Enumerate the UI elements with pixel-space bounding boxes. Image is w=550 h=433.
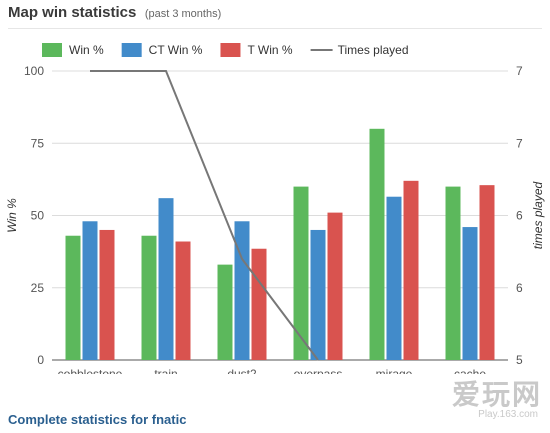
watermark-logo-text: 爱玩网 (451, 379, 542, 410)
bar (462, 227, 478, 360)
x-tick-label: cache (454, 367, 486, 374)
bar (217, 264, 233, 360)
y2-tick-label: 6 (516, 281, 523, 295)
chart-header: Map win statistics (past 3 months) (8, 4, 542, 28)
y2-tick-label: 7 (516, 64, 523, 78)
bar (158, 198, 174, 360)
x-tick-label: mirage (376, 367, 413, 374)
y2-axis-title: times played (531, 181, 545, 249)
legend-swatch (220, 43, 241, 57)
legend-label: T Win % (247, 43, 292, 57)
header-divider (8, 28, 542, 29)
y2-tick-label: 7 (516, 136, 523, 150)
win-statistics-chart: 0 25 50 75 100 5 6 6 7 7 Win % times played cobblest… (5, 43, 545, 374)
bar (99, 229, 115, 360)
y2-tick-label: 6 (516, 209, 523, 223)
legend-label: Times played (338, 43, 409, 57)
chart-subtitle: (past 3 months) (144, 8, 222, 20)
bar (234, 221, 250, 360)
bar (403, 180, 419, 360)
legend-swatch (121, 43, 142, 57)
x-tick-label: cobblestone (58, 367, 123, 374)
bar (445, 186, 461, 360)
times-played-line (90, 70, 319, 361)
legend-label: Win % (69, 43, 104, 57)
legend-swatch (42, 43, 62, 57)
legend-label: CT Win % (149, 43, 203, 57)
y-tick-label: 0 (37, 353, 44, 367)
y-axis-title: Win % (5, 198, 19, 233)
bar (310, 229, 326, 360)
watermark-url: Play.163.com (478, 409, 538, 420)
complete-statistics-link[interactable]: Complete statistics for fnatic (8, 412, 187, 427)
y-tick-label: 75 (31, 136, 45, 150)
bar (82, 221, 98, 360)
y-tick-label: 100 (24, 64, 44, 78)
y-tick-label: 25 (31, 281, 45, 295)
x-tick-label: dust2 (227, 367, 257, 374)
watermark: 爱玩网 Play.163.com (418, 371, 542, 433)
bar (65, 235, 81, 360)
bar (327, 212, 343, 360)
bar (386, 196, 402, 360)
bar (141, 235, 157, 360)
x-tick-label: overpass (294, 367, 343, 374)
bar (293, 186, 309, 360)
y2-tick-label: 5 (516, 353, 523, 367)
bar (369, 128, 385, 360)
bar (175, 241, 191, 360)
bar (479, 185, 495, 360)
x-tick-label: train (154, 367, 177, 374)
chart-title: Map win statistics (8, 4, 137, 21)
y-tick-label: 50 (31, 209, 45, 223)
bar (251, 248, 267, 360)
